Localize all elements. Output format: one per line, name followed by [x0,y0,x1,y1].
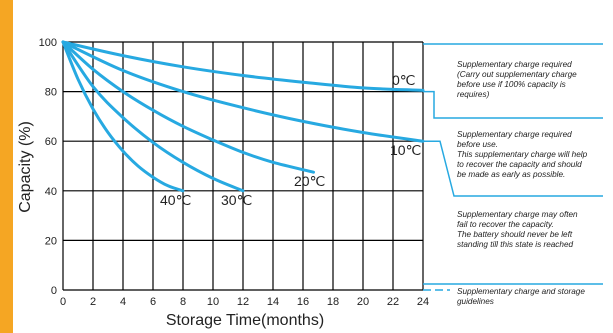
x-tick-label-0: 0 [60,296,66,308]
y-tick-label-2: 40 [45,186,57,198]
series-line-1 [61,40,425,143]
series-label-1: 10℃ [390,142,421,158]
series-line-3 [61,40,245,193]
curves [61,40,425,193]
series-label-2: 20℃ [294,173,325,189]
y-tick-label-3: 60 [45,136,57,148]
x-tick-label-7: 14 [267,296,279,308]
series-label-0: 0℃ [392,72,416,88]
y-axis-label: Capacity (%) [17,121,34,213]
zone-note-1: Supplementary charge required (Carry out… [457,60,577,99]
x-tick-label-8: 16 [297,296,309,308]
zone-bracket-2 [423,140,603,197]
x-tick-label-11: 22 [387,296,399,308]
series-line-0 [61,40,425,92]
x-tick-label-5: 10 [207,296,219,308]
accent-bar [0,0,13,333]
x-tick-label-9: 18 [327,296,339,308]
x-tick-label-1: 2 [90,296,96,308]
y-tick-label-5: 100 [39,37,57,49]
x-axis-label: Storage Time(months) [166,312,324,329]
x-tick-label-2: 4 [120,296,126,308]
y-tick-label-1: 20 [45,235,57,247]
x-tick-label-12: 24 [417,296,429,308]
series-label-4: 40℃ [160,192,191,208]
series-line-4 [61,40,185,193]
y-tick-label-0: 0 [51,285,57,297]
zone-note-2: Supplementary charge required before use… [457,130,588,179]
series-label-3: 30℃ [221,192,252,208]
x-tick-label-3: 6 [150,296,156,308]
storage-guidelines-note: Supplementary charge and storage guideli… [457,287,585,306]
x-tick-label-4: 8 [180,296,186,308]
zone-bracket-1 [423,90,603,119]
x-tick-label-6: 12 [237,296,249,308]
series-line-2 [61,40,315,174]
zone-brackets [423,43,603,291]
y-tick-label-4: 80 [45,87,57,99]
series-labels: 0℃ 10℃ 20℃ 30℃ 40℃ [160,72,421,208]
x-tick-label-10: 20 [357,296,369,308]
zone-note-3: Supplementary charge may often fail to r… [457,210,578,249]
grid [62,41,424,291]
